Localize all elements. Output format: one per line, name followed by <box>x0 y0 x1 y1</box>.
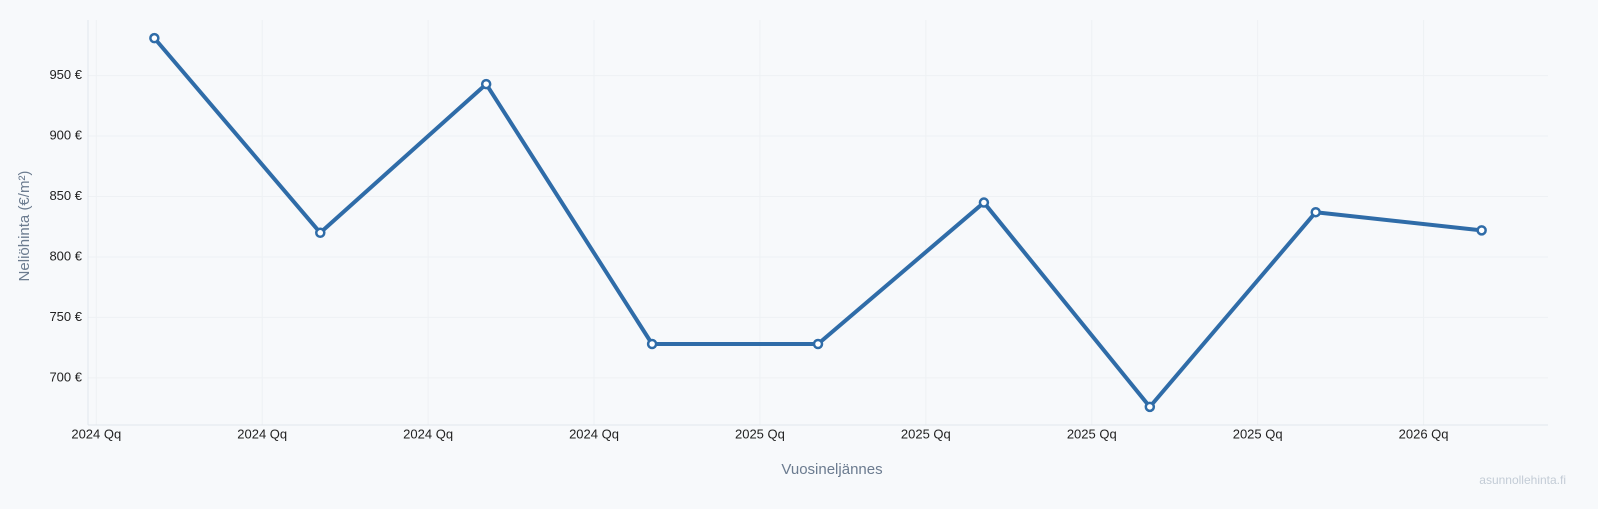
y-axis-title: Neliöhinta (€/m²) <box>16 171 33 282</box>
y-tick-label: 900 € <box>49 127 82 142</box>
x-tick-label: 2026 Qq <box>1399 426 1449 441</box>
y-tick-label: 700 € <box>49 369 82 384</box>
y-tick-label: 750 € <box>49 309 82 324</box>
point <box>149 32 160 44</box>
x-tick-label: 2024 Qq <box>71 426 121 441</box>
point <box>978 197 990 208</box>
point <box>1310 206 1321 218</box>
point <box>315 227 326 239</box>
point <box>480 78 492 90</box>
y-tick-label: 800 € <box>49 248 82 263</box>
point <box>1144 401 1156 413</box>
point <box>812 338 824 350</box>
y-tick-label: 850 € <box>49 188 82 203</box>
x-axis-title: Vuosineljännes <box>781 461 882 478</box>
x-tick-label: 2024 Qq <box>569 426 619 441</box>
x-tick-label: 2025 Qq <box>1233 426 1283 441</box>
point <box>646 338 658 350</box>
x-tick-label: 2024 Qq <box>403 426 453 441</box>
y-tick-label: 950 € <box>49 67 82 82</box>
x-tick-label: 2025 Qq <box>901 426 951 441</box>
series-line <box>152 36 1482 409</box>
point <box>1476 225 1487 236</box>
x-tick-label: 2024 Qq <box>237 426 287 441</box>
x-tick-label: 2025 Qq <box>1067 426 1117 441</box>
watermark: asunnollehinta.fi <box>1479 473 1566 487</box>
x-tick-label: 2025 Qq <box>735 426 785 441</box>
